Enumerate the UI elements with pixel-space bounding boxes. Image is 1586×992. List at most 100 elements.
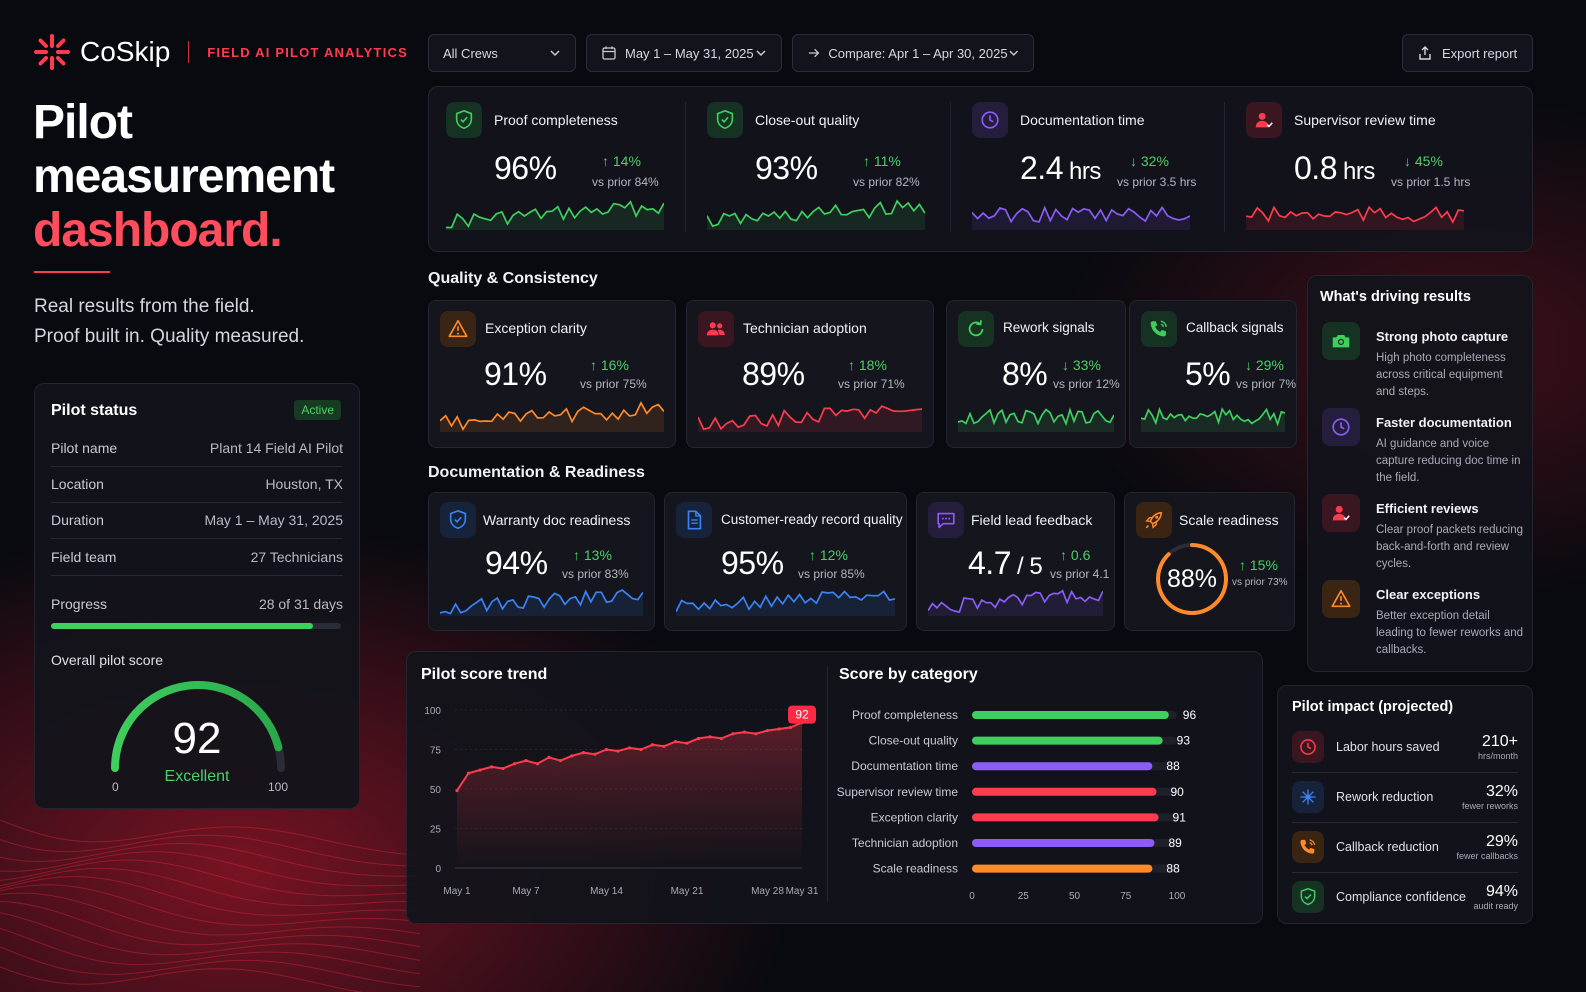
shield-check-icon xyxy=(449,509,467,530)
kpi-value: 93% xyxy=(755,150,818,187)
chat-icon xyxy=(937,512,955,529)
category-label: Supervisor review time xyxy=(837,785,959,799)
camera-icon xyxy=(1332,335,1350,348)
shield-check-icon xyxy=(716,109,734,130)
overall-score-text: Excellent xyxy=(164,768,230,785)
card-title: Technician adoption xyxy=(743,320,867,336)
clock-icon xyxy=(1332,418,1350,436)
category-bar xyxy=(972,864,1153,873)
background-wave xyxy=(0,946,421,988)
category-bar xyxy=(972,762,1153,771)
score-trend-point xyxy=(547,755,551,759)
card-title: Warranty doc readiness xyxy=(483,512,631,528)
phone-icon xyxy=(1300,839,1316,854)
card-value-number: 95% xyxy=(721,545,784,581)
bar-value-label: 91 xyxy=(1173,810,1187,824)
card-sparkline xyxy=(1141,406,1285,432)
kpi-value: 2.4 hrs xyxy=(1020,150,1101,187)
kpi-sparkline xyxy=(446,200,664,230)
compare-range-select[interactable]: Compare: Apr 1 – Apr 30, 2025 xyxy=(792,34,1034,72)
crew-select[interactable]: All Crews xyxy=(428,34,576,72)
kpi-delta: ↑ 11% xyxy=(863,153,901,169)
background-wave xyxy=(0,927,421,975)
clock-icon-tile xyxy=(1322,408,1360,446)
category-label: Proof completeness xyxy=(852,708,958,722)
row-value: Houston, TX xyxy=(265,476,343,492)
background-wave xyxy=(0,851,421,887)
progress-fill xyxy=(51,623,313,629)
card-title: Exception clarity xyxy=(485,320,587,336)
drivers-title: What's driving results xyxy=(1320,289,1471,305)
background-wave xyxy=(0,867,421,907)
card-sparkline xyxy=(440,401,664,432)
kpi-delta: ↓ 32% xyxy=(1130,153,1169,169)
coskip-logo-icon xyxy=(34,34,70,70)
x-tick-label: 0 xyxy=(969,891,975,902)
brand-name: CoSkip xyxy=(80,36,171,67)
card-value: 5% xyxy=(1185,356,1231,392)
arrow-right-icon xyxy=(808,48,820,58)
card-sparkline xyxy=(698,405,922,432)
date-range-value: May 1 – May 31, 2025 xyxy=(625,45,754,61)
shield-check-icon-tile xyxy=(707,102,743,138)
category-label: Technician adoption xyxy=(852,836,958,850)
date-range-select[interactable]: May 1 – May 31, 2025 xyxy=(586,34,782,72)
card-value-number: 94% xyxy=(485,545,548,581)
hero-subtitle: Real results from the field. Proof built… xyxy=(34,292,304,352)
sparkline-area xyxy=(676,591,895,616)
x-tick-label: May 14 xyxy=(590,886,623,897)
phone-icon xyxy=(1150,320,1168,337)
driver-description: High photo completeness across critical … xyxy=(1376,352,1506,398)
warning-icon-tile xyxy=(1322,580,1360,618)
card-prior: vs prior 73% xyxy=(1232,577,1288,588)
score-trend-point xyxy=(501,766,505,771)
card-delta: ↑ 18% xyxy=(848,357,887,373)
score-trend-point xyxy=(558,758,563,763)
card-value: 91% xyxy=(484,356,547,392)
score-trend-point xyxy=(639,747,643,752)
score-trend-point xyxy=(455,788,459,793)
calendar-icon xyxy=(602,46,616,60)
chevron-down-icon xyxy=(756,50,766,57)
score-trend-point xyxy=(719,736,724,741)
kpi-prior: vs prior 1.5 hrs xyxy=(1391,175,1471,189)
card-value-number: 4.7 xyxy=(968,545,1011,581)
kpi-divider xyxy=(950,102,951,232)
score-trend-point xyxy=(604,747,609,752)
impact-value-sub: hrs/month xyxy=(1477,751,1518,761)
card-prior: vs prior 85% xyxy=(798,567,865,581)
hero-line-2: measurement xyxy=(33,150,335,203)
bar-value-label: 88 xyxy=(1166,759,1180,773)
score-min-label: 0 xyxy=(112,780,119,794)
kpi-delta: ↓ 45% xyxy=(1404,153,1443,169)
sparkle-icon-tile xyxy=(1292,781,1324,813)
bar-value-label: 93 xyxy=(1177,734,1191,748)
background-wave xyxy=(0,892,421,936)
score-trend-point xyxy=(616,749,620,753)
y-tick-label: 100 xyxy=(424,706,441,717)
brand: CoSkip FIELD AI PILOT ANALYTICS xyxy=(32,32,408,72)
export-report-button[interactable]: Export report xyxy=(1402,34,1533,72)
warning-icon xyxy=(1331,589,1351,608)
card-title: Customer-ready record quality xyxy=(721,512,903,527)
clock-icon-tile xyxy=(1292,731,1324,763)
card-delta: ↓ 33% xyxy=(1062,357,1101,373)
end-value-label: 92 xyxy=(795,708,809,722)
brand-tagline: FIELD AI PILOT ANALYTICS xyxy=(207,44,408,60)
pilot-status-row: Duration May 1 – May 31, 2025 xyxy=(51,512,343,539)
driver-title: Efficient reviews xyxy=(1376,501,1479,516)
pilot-status-row: Field team 27 Technicians xyxy=(51,549,343,576)
card-delta: ↑ 15% xyxy=(1239,557,1278,573)
warning-icon xyxy=(448,319,468,338)
y-tick-label: 0 xyxy=(435,864,441,875)
score-trend-point xyxy=(708,735,712,739)
row-value: Plant 14 Field AI Pilot xyxy=(209,440,343,456)
hero-subtitle-line-1: Real results from the field. xyxy=(34,296,255,317)
export-icon xyxy=(1419,46,1431,60)
crew-select-value: All Crews xyxy=(443,45,498,61)
score-trend-point xyxy=(581,751,586,755)
category-label: Documentation time xyxy=(851,759,958,773)
score-trend-point xyxy=(777,727,781,731)
kpi-sparkline xyxy=(707,199,925,230)
category-label: Scale readiness xyxy=(873,862,958,876)
